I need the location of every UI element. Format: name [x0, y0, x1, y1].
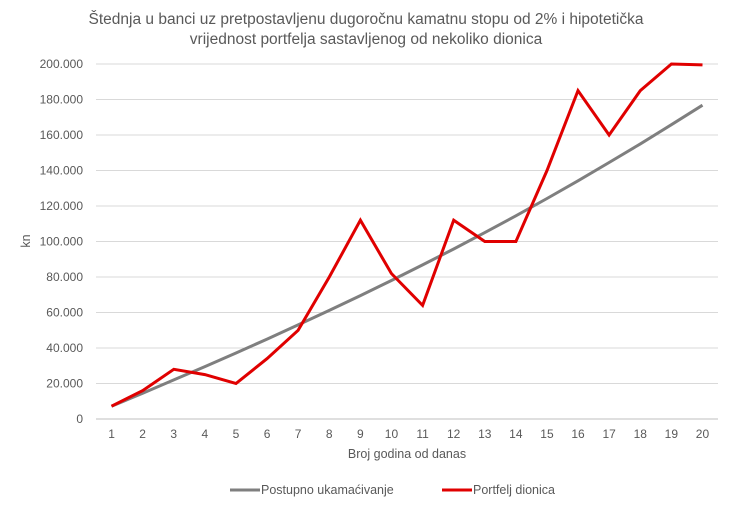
x-tick-label: 13 [478, 427, 492, 441]
x-tick-label: 18 [634, 427, 648, 441]
y-tick-label: 100.000 [40, 235, 84, 249]
x-tick-label: 10 [385, 427, 399, 441]
series-line-postupno-ukamacivanje [110, 103, 704, 408]
x-tick-label: 6 [264, 427, 271, 441]
y-tick-label: 140.000 [40, 164, 84, 178]
y-tick-label: 180.000 [40, 93, 84, 107]
legend-label-postupno: Postupno ukamaćivanje [261, 483, 394, 497]
x-tick-label: 20 [696, 427, 710, 441]
chart-title-line-2: vrijednost portfelja sastavljenog od nek… [190, 31, 543, 48]
x-tick-label: 2 [139, 427, 146, 441]
series-lines [110, 62, 704, 408]
x-tick-label: 11 [416, 427, 429, 441]
y-tick-label: 200.000 [40, 57, 84, 71]
y-tick-label: 20.000 [46, 377, 83, 391]
series-line-portfelj-dionica [110, 62, 703, 408]
y-axis-ticks: 0 20.000 40.000 60.000 80.000 100.000 120.000 1… [40, 57, 84, 426]
y-tick-label: 120.000 [40, 199, 84, 213]
x-tick-label: 5 [233, 427, 240, 441]
x-tick-label: 19 [665, 427, 679, 441]
y-tick-label: 0 [76, 412, 83, 426]
x-tick-label: 3 [170, 427, 177, 441]
y-axis-label: kn [19, 234, 33, 247]
x-tick-label: 4 [202, 427, 209, 441]
y-tick-label: 60.000 [46, 306, 83, 320]
x-tick-label: 7 [295, 427, 302, 441]
gridlines [96, 63, 718, 420]
chart-title-line-1: Štednja u banci uz pretpostavljenu dugor… [89, 11, 644, 28]
y-tick-label: 80.000 [46, 270, 83, 284]
x-axis-ticks: 1 2 3 4 5 6 7 8 9 10 11 12 13 14 15 16 17 18 19 20 [108, 427, 709, 441]
legend-label-portfelj: Portfelj dionica [473, 483, 555, 497]
x-tick-label: 1 [108, 427, 115, 441]
x-tick-label: 14 [509, 427, 523, 441]
y-tick-label: 40.000 [46, 341, 83, 355]
x-axis-label: Broj godina od danas [348, 447, 466, 461]
x-tick-label: 12 [447, 427, 461, 441]
x-tick-label: 8 [326, 427, 333, 441]
x-tick-label: 17 [602, 427, 616, 441]
x-tick-label: 9 [357, 427, 364, 441]
y-tick-label: 160.000 [40, 128, 84, 142]
x-tick-label: 16 [571, 427, 585, 441]
x-tick-label: 15 [540, 427, 554, 441]
legend: Postupno ukamaćivanje Portfelj dionica [230, 483, 555, 497]
